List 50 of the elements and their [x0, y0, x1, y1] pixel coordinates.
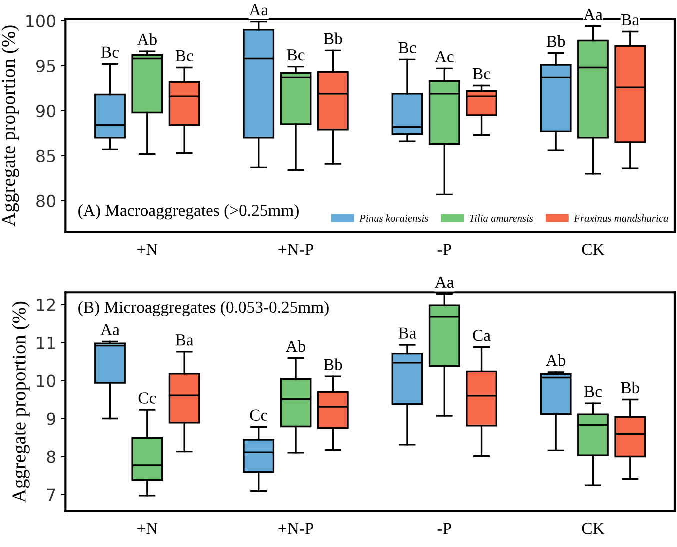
- y-tick-label: 95: [36, 60, 56, 73]
- text: Aa: [249, 4, 268, 16]
- annotation: Ac: [435, 51, 454, 62]
- annotation: Aa: [100, 324, 120, 336]
- annotation: Bc: [176, 50, 194, 62]
- y-tick-label: 10: [37, 374, 56, 388]
- y-tick-label: 90: [36, 104, 56, 118]
- annotation: Bc: [287, 50, 305, 61]
- x-tick-label: CK: [582, 523, 605, 534]
- annotation: Bb: [621, 382, 640, 394]
- legend-label: Fraxinus mandshurica: [574, 214, 668, 222]
- y-tick-label: 7: [47, 488, 56, 502]
- legend-label: Tilia amurensis: [470, 214, 534, 222]
- x-tick-label: -P: [438, 244, 452, 256]
- text: (A) Macroaggregates (>0.25mm): [78, 204, 299, 220]
- annotation: Ba: [176, 334, 194, 346]
- y-tick-label: 11: [37, 336, 56, 350]
- annotation: Bc: [473, 68, 491, 80]
- annotation: Ab: [546, 354, 566, 366]
- annotation: Ba: [622, 14, 640, 26]
- y-tick-label: 12: [37, 298, 55, 312]
- annotation: Ab: [137, 34, 157, 46]
- annotation: Bb: [324, 32, 342, 44]
- text: Aa: [435, 276, 454, 288]
- annotation: Bc: [398, 42, 416, 54]
- annotation: Bc: [101, 46, 119, 58]
- y-tick-label: 80: [36, 194, 56, 208]
- x-tick-label: +N-P: [278, 523, 314, 534]
- x-tick-label: CK: [582, 244, 605, 256]
- y-tick-label: 100: [26, 14, 56, 28]
- annotation: Ca: [473, 330, 491, 342]
- x-tick-label: +N: [138, 523, 158, 534]
- annotation: Bb: [546, 35, 566, 48]
- annotation: Cc: [250, 410, 268, 421]
- x-tick-label: +N-P: [278, 244, 314, 256]
- x-tick-label: +N: [138, 244, 158, 256]
- y-tick-label: 9: [47, 412, 56, 426]
- x-tick-label: -P: [438, 523, 452, 534]
- y-axis-title: Aggregate proportion (%): [12, 302, 30, 503]
- chart-title: (B) Microaggregates (0.053-0.25mm): [78, 301, 329, 317]
- y-axis-title: Aggregate proportion (%): [2, 26, 20, 227]
- y-tick-label: 8: [47, 450, 56, 464]
- annotation: Ab: [286, 340, 306, 352]
- annotation: Cc: [138, 392, 156, 404]
- annotation: Aa: [584, 9, 603, 20]
- annotation: Ba: [398, 328, 416, 339]
- legend-label: Pinus koraiensis: [359, 214, 428, 222]
- annotation: Bc: [584, 386, 602, 398]
- y-tick-label: 85: [36, 150, 56, 163]
- annotation: Bb: [324, 358, 342, 370]
